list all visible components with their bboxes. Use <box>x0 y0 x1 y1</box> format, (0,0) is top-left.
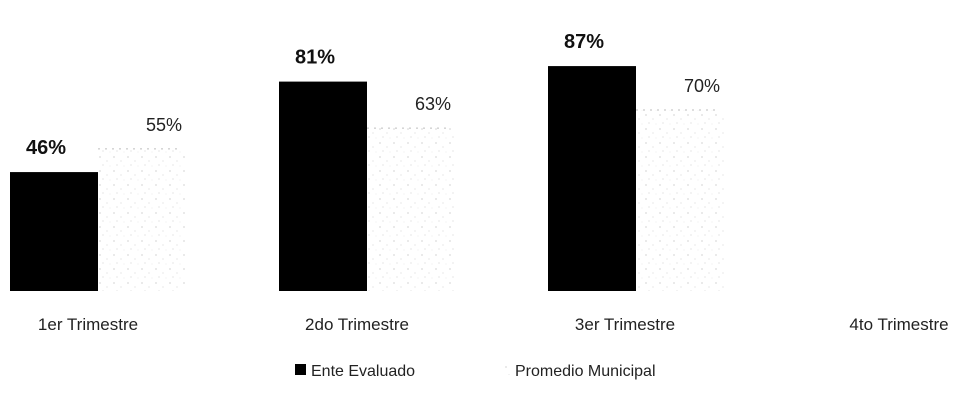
category-label: 2do Trimestre <box>305 315 409 334</box>
legend-label-ente-evaluado: Ente Evaluado <box>311 363 415 380</box>
bar-promedio-municipal <box>367 128 455 291</box>
data-label-ente-evaluado: 46% <box>26 137 66 159</box>
data-label-ente-evaluado: 87% <box>564 31 604 53</box>
bar-promedio-municipal <box>98 148 186 291</box>
data-label-ente-evaluado: 81% <box>295 47 335 69</box>
category-label: 4to Trimestre <box>849 315 948 334</box>
category-label: 1er Trimestre <box>38 315 138 334</box>
bar-ente-evaluado <box>279 81 367 291</box>
bar-ente-evaluado <box>10 172 98 291</box>
category-label: 3er Trimestre <box>575 315 675 334</box>
value-labels-layer: 46% 55% 81% 63% 87% 70% <box>26 31 720 159</box>
legend: Ente Evaluado Promedio Municipal <box>295 363 656 380</box>
legend-swatch-ente-evaluado <box>295 364 306 375</box>
bar-promedio-municipal <box>636 110 724 291</box>
data-label-promedio-municipal: 55% <box>146 115 182 135</box>
bars-layer <box>10 66 724 291</box>
legend-label-promedio-municipal: Promedio Municipal <box>515 363 656 380</box>
data-label-promedio-municipal: 63% <box>415 94 451 114</box>
legend-swatch-promedio-municipal <box>500 364 511 375</box>
data-label-promedio-municipal: 70% <box>684 76 720 96</box>
category-labels-layer: 1er Trimestre 2do Trimestre 3er Trimestre 4… <box>38 315 949 334</box>
bar-ente-evaluado <box>548 66 636 291</box>
